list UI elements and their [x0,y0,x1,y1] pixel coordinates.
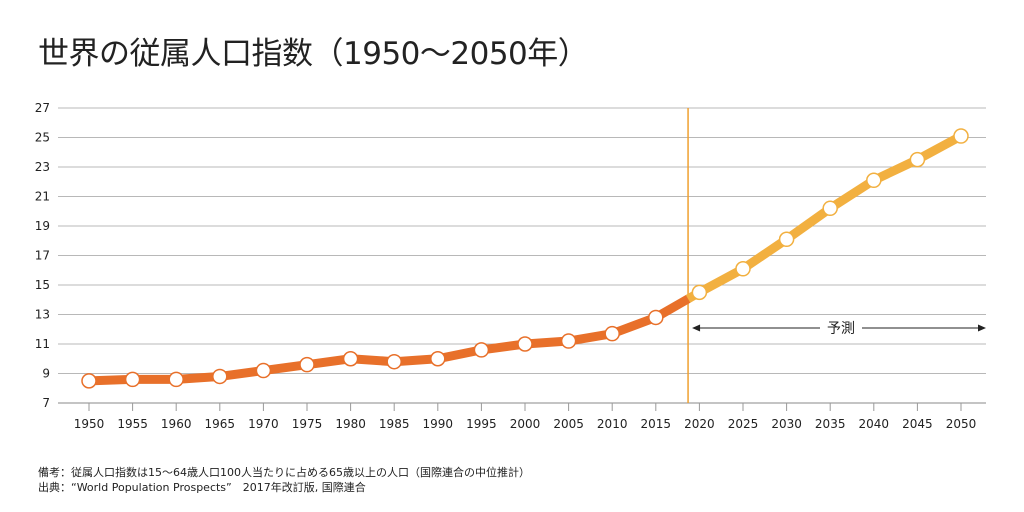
x-tick-label: 1970 [248,417,279,431]
x-tick-label: 2015 [641,417,672,431]
actual-point [342,351,359,367]
y-tick-label: 17 [35,249,50,263]
actual-point [212,368,228,385]
x-tick-label: 1980 [335,417,366,431]
series-segment [869,155,922,185]
actual-point [560,333,577,349]
actual-point [124,371,141,388]
y-tick-label: 27 [35,101,50,115]
x-tick-label: 1950 [74,417,105,431]
x-tick-label: 1955 [117,417,148,431]
y-tick-label: 7 [42,396,50,410]
x-tick-label: 2020 [684,417,715,431]
note-source: 出典：“World Population Prospects” 2017年改訂版… [38,481,366,494]
series-segment [694,264,748,297]
arrowhead-left-icon [692,324,701,332]
x-tick-label: 2000 [510,417,541,431]
forecast-point [909,151,926,168]
x-tick-label: 1965 [205,417,236,431]
series-segment [607,312,661,339]
series-segment [825,175,879,213]
y-tick-label: 21 [35,190,50,204]
forecast-point [735,261,751,277]
forecast-point [691,284,708,301]
forecast-point [822,200,838,217]
chart-title: 世界の従属人口指数（1950〜2050年） [38,36,589,72]
series-segment [912,131,966,165]
x-tick-label: 2025 [728,417,759,431]
x-tick-label: 2045 [902,417,933,431]
actual-point [386,353,402,370]
y-tick-label: 25 [35,131,50,145]
y-tick-label: 9 [42,367,50,381]
actual-point [81,373,97,389]
x-tick-label: 1960 [161,417,192,431]
x-tick-label: 1975 [292,417,323,431]
x-tick-label: 2035 [815,417,846,431]
forecast-point [953,128,969,144]
actual-point [648,309,664,326]
x-tick-label: 1990 [423,417,454,431]
y-tick-label: 11 [35,337,50,351]
x-tick-label: 2050 [946,417,977,431]
actual-point [255,362,272,379]
x-tick-label: 2010 [597,417,628,431]
forecast-point [866,172,882,189]
footnotes: 備考：従属人口指数は15〜64歳人口100人当たりに占める65歳以上の人口（国際… [38,465,530,495]
series-segment [782,203,835,244]
actual-point [168,371,184,388]
y-tick-label: 13 [35,308,50,322]
forecast-label: 予測 [827,321,855,337]
x-tick-label: 2030 [771,417,802,431]
series-segment [738,234,792,274]
actual-point [299,356,315,373]
x-tick-label: 2040 [859,417,890,431]
arrowhead-right-icon [978,324,986,332]
note-remarks: 備考：従属人口指数は15〜64歳人口100人当たりに占める65歳以上の人口（国際… [38,466,530,479]
actual-point [604,325,620,342]
y-tick-label: 19 [35,219,50,233]
x-tick-label: 1985 [379,417,410,431]
x-tick-label: 1995 [466,417,497,431]
y-tick-label: 15 [35,278,50,292]
actual-point [517,336,533,352]
forecast-point [778,231,795,248]
actual-point [473,342,490,358]
actual-point [430,351,446,367]
y-tick-label: 23 [35,160,50,174]
x-tick-label: 2005 [553,417,584,431]
